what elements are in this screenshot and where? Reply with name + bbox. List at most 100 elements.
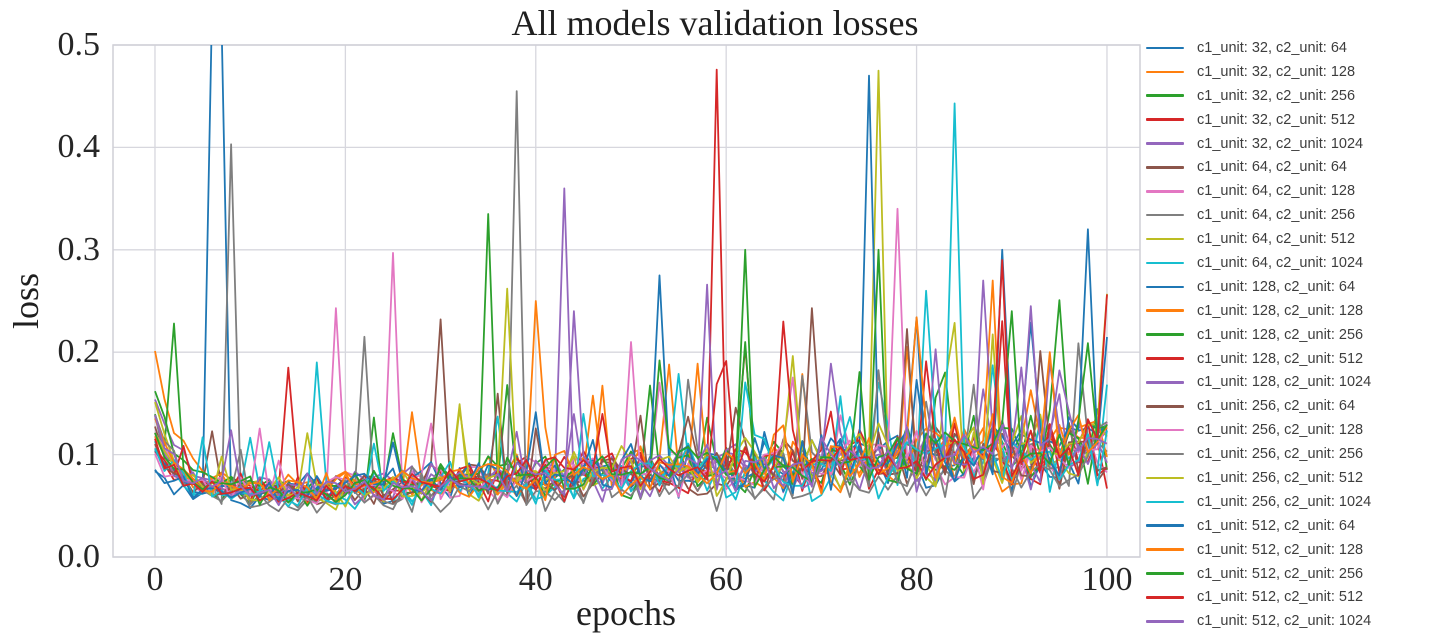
legend-row: c1_unit: 256, c2_unit: 512 (1146, 466, 1371, 490)
legend-label: c1_unit: 64, c2_unit: 256 (1197, 207, 1356, 224)
legend-swatch-icon (1146, 620, 1184, 623)
legend-swatch-icon (1146, 309, 1184, 313)
legend-swatch-icon (1146, 94, 1184, 98)
legend: c1_unit: 32, c2_unit: 64 c1_unit: 32, c2_… (1146, 36, 1371, 633)
y-tick-label: 0.4 (57, 128, 101, 166)
legend-swatch-icon (1146, 46, 1184, 50)
legend-swatch-icon (1146, 333, 1184, 336)
legend-row: c1_unit: 256, c2_unit: 128 (1146, 418, 1371, 442)
legend-row: c1_unit: 256, c2_unit: 1024 (1146, 490, 1371, 514)
legend-row: c1_unit: 64, c2_unit: 128 (1146, 179, 1371, 203)
legend-label: c1_unit: 256, c2_unit: 256 (1197, 446, 1364, 463)
x-tick-label: 60 (709, 561, 744, 598)
legend-swatch-icon (1146, 261, 1184, 265)
legend-label: c1_unit: 32, c2_unit: 512 (1197, 111, 1356, 128)
legend-row: c1_unit: 32, c2_unit: 512 (1146, 108, 1371, 132)
legend-swatch-icon (1146, 357, 1184, 360)
legend-label: c1_unit: 256, c2_unit: 128 (1197, 422, 1364, 439)
legend-swatch-icon (1146, 428, 1184, 432)
legend-row: c1_unit: 128, c2_unit: 128 (1146, 299, 1371, 323)
legend-swatch-icon (1146, 500, 1184, 504)
legend-row: c1_unit: 256, c2_unit: 256 (1146, 442, 1371, 466)
y-tick-label: 0.0 (57, 538, 101, 576)
legend-row: c1_unit: 512, c2_unit: 128 (1146, 538, 1371, 562)
legend-row: c1_unit: 128, c2_unit: 1024 (1146, 370, 1371, 394)
legend-row: c1_unit: 64, c2_unit: 64 (1146, 155, 1371, 179)
legend-label: c1_unit: 128, c2_unit: 64 (1197, 278, 1356, 295)
series-line-20 (154, 102, 1108, 507)
legend-swatch-icon (1146, 213, 1184, 217)
legend-swatch-icon (1146, 524, 1184, 528)
x-axis-label: epochs (576, 593, 676, 633)
y-tick-label: 0.3 (57, 230, 101, 268)
legend-swatch-icon (1146, 237, 1184, 241)
legend-label: c1_unit: 512, c2_unit: 512 (1197, 589, 1364, 606)
legend-row: c1_unit: 32, c2_unit: 128 (1146, 60, 1371, 84)
chart-title: All models validation losses (511, 3, 919, 43)
legend-label: c1_unit: 512, c2_unit: 128 (1197, 541, 1364, 558)
legend-swatch-icon (1146, 285, 1184, 289)
legend-swatch-icon (1146, 142, 1184, 145)
series-lines (154, 45, 1108, 514)
legend-label: c1_unit: 256, c2_unit: 64 (1197, 398, 1356, 415)
y-tick-label: 0.5 (57, 26, 101, 64)
legend-swatch-icon (1146, 572, 1184, 575)
series-line-23 (154, 248, 1108, 506)
legend-label: c1_unit: 256, c2_unit: 512 (1197, 469, 1364, 486)
legend-label: c1_unit: 32, c2_unit: 1024 (1197, 135, 1364, 152)
legend-label: c1_unit: 32, c2_unit: 256 (1197, 87, 1356, 104)
legend-swatch-icon (1146, 476, 1184, 480)
legend-swatch-icon (1146, 548, 1184, 551)
x-tick-label: 80 (899, 561, 934, 598)
legend-label: c1_unit: 64, c2_unit: 64 (1197, 159, 1347, 176)
legend-row: c1_unit: 512, c2_unit: 512 (1146, 585, 1371, 609)
legend-swatch-icon (1146, 381, 1184, 384)
legend-label: c1_unit: 128, c2_unit: 512 (1197, 350, 1364, 367)
series-line-22 (154, 316, 1108, 502)
legend-label: c1_unit: 128, c2_unit: 256 (1197, 326, 1364, 343)
legend-label: c1_unit: 512, c2_unit: 256 (1197, 565, 1364, 582)
legend-row: c1_unit: 128, c2_unit: 256 (1146, 323, 1371, 347)
legend-row: c1_unit: 64, c2_unit: 256 (1146, 203, 1371, 227)
x-tick-label: 20 (328, 561, 363, 598)
legend-label: c1_unit: 128, c2_unit: 128 (1197, 302, 1364, 319)
legend-swatch-icon (1146, 166, 1184, 169)
legend-label: c1_unit: 256, c2_unit: 1024 (1197, 493, 1372, 510)
legend-row: c1_unit: 32, c2_unit: 1024 (1146, 132, 1371, 156)
legend-swatch-icon (1146, 70, 1184, 74)
y-axis-label: loss (6, 272, 46, 330)
legend-row: c1_unit: 64, c2_unit: 512 (1146, 227, 1371, 251)
legend-label: c1_unit: 32, c2_unit: 64 (1197, 39, 1347, 56)
legend-swatch-icon (1146, 189, 1184, 193)
legend-label: c1_unit: 32, c2_unit: 128 (1197, 63, 1356, 80)
legend-label: c1_unit: 64, c2_unit: 128 (1197, 183, 1356, 200)
legend-label: c1_unit: 512, c2_unit: 64 (1197, 517, 1356, 534)
legend-swatch-icon (1146, 452, 1184, 456)
legend-label: c1_unit: 64, c2_unit: 1024 (1197, 254, 1364, 271)
series-line-24 (154, 259, 1108, 503)
legend-label: c1_unit: 512, c2_unit: 1024 (1197, 613, 1372, 630)
legend-swatch-icon (1146, 118, 1184, 121)
x-tick-label: 100 (1081, 561, 1133, 598)
legend-row: c1_unit: 64, c2_unit: 1024 (1146, 251, 1371, 275)
series-line-25 (154, 305, 1108, 507)
y-tick-label: 0.2 (57, 333, 101, 371)
legend-row: c1_unit: 512, c2_unit: 1024 (1146, 609, 1371, 633)
legend-row: c1_unit: 32, c2_unit: 256 (1146, 84, 1371, 108)
legend-swatch-icon (1146, 596, 1184, 599)
legend-row: c1_unit: 128, c2_unit: 64 (1146, 275, 1371, 299)
y-tick-label: 0.1 (57, 435, 101, 473)
legend-row: c1_unit: 256, c2_unit: 64 (1146, 394, 1371, 418)
legend-label: c1_unit: 128, c2_unit: 1024 (1197, 374, 1372, 391)
x-tick-label: 0 (146, 561, 164, 598)
series-line-18 (154, 90, 1108, 514)
legend-row: c1_unit: 32, c2_unit: 64 (1146, 36, 1371, 60)
series-line-21 (154, 228, 1108, 503)
legend-row: c1_unit: 512, c2_unit: 64 (1146, 514, 1371, 538)
x-tick-label: 40 (518, 561, 553, 598)
legend-label: c1_unit: 64, c2_unit: 512 (1197, 231, 1356, 248)
legend-swatch-icon (1146, 405, 1184, 408)
legend-row: c1_unit: 512, c2_unit: 256 (1146, 562, 1371, 586)
